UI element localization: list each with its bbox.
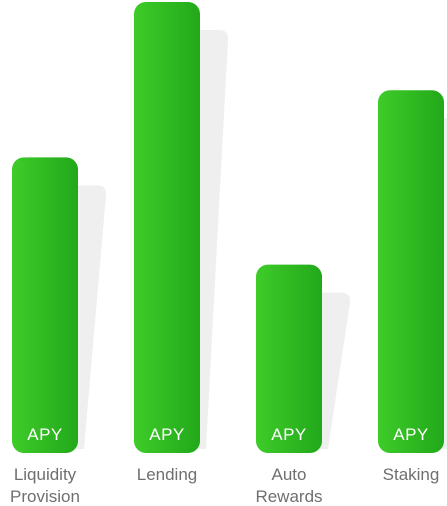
bar-auto-rewards (256, 264, 322, 453)
bar-labels: APY APY APY APY (27, 425, 429, 444)
category-label-staking: Staking (383, 465, 440, 484)
category-labels: Liquidity Provision Lending Auto Rewards Stak… (10, 465, 439, 506)
bar-label-liquidity-provision: APY (27, 425, 63, 444)
category-label-lending: Lending (137, 465, 198, 484)
bar-liquidity-provision (12, 157, 78, 453)
bars (12, 2, 444, 453)
bar-label-staking: APY (393, 425, 429, 444)
category-label-auto-rewards: Auto Rewards (255, 465, 322, 506)
bar-label-lending: APY (149, 425, 185, 444)
bar-lending (134, 2, 200, 453)
bar-label-auto-rewards: APY (271, 425, 307, 444)
bar-staking (378, 90, 444, 453)
category-label-liquidity-provision: Liquidity Provision (10, 465, 80, 506)
